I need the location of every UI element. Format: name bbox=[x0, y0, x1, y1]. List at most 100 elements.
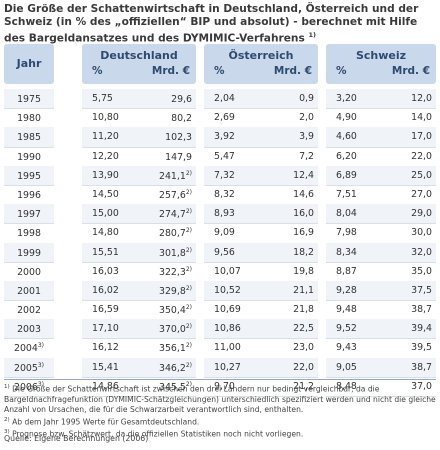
cell-at-mrd: 16,0 bbox=[293, 208, 314, 220]
cell-at-mrd: 3,9 bbox=[299, 131, 314, 143]
cell-year: 1990 bbox=[17, 151, 41, 163]
cell-de-mrd: 147,9 bbox=[165, 151, 192, 163]
cell-at-mrd: 19,8 bbox=[293, 265, 314, 277]
row-bg bbox=[204, 377, 318, 397]
cell-de-pct: 10,80 bbox=[92, 112, 119, 124]
cell-ch-pct: 6,20 bbox=[336, 150, 357, 162]
table-row: 1996 14,50 257,62) 8,32 14,6 7,51 27,0 bbox=[4, 185, 436, 206]
row-bg bbox=[204, 204, 318, 225]
cell-year: 2000 bbox=[17, 266, 41, 278]
cell-de-pct: 5,75 bbox=[92, 93, 113, 104]
footnote: 2) Ab dem Jahr 1995 Werte für Gesamtdeut… bbox=[4, 415, 436, 428]
cell-ch-pct: 4,90 bbox=[336, 112, 357, 124]
cell-at-mrd: 22,0 bbox=[293, 361, 314, 373]
cell-year: 2002 bbox=[17, 305, 41, 317]
cell-ch-pct: 4,60 bbox=[336, 131, 357, 143]
cell-at-mrd: 21,1 bbox=[293, 284, 314, 296]
header-schweiz-pct: % bbox=[336, 65, 347, 77]
cell-at-mrd: 21,8 bbox=[293, 304, 314, 316]
cell-at-mrd: 22,5 bbox=[293, 323, 314, 335]
header-schweiz-mrd: Mrd. € bbox=[391, 65, 430, 77]
row-bg bbox=[204, 127, 318, 148]
cell-de-pct: 17,10 bbox=[92, 323, 119, 335]
table-row: 2001 16,02 329,82) 10,52 21,1 9,28 37,5 bbox=[4, 280, 436, 302]
cell-year: 1995 bbox=[17, 170, 41, 182]
cell-at-mrd: 16,9 bbox=[293, 227, 314, 239]
de-footnote: 2) bbox=[185, 169, 192, 177]
row-bg bbox=[4, 280, 54, 302]
cell-at-mrd: 12,4 bbox=[293, 169, 314, 181]
cell-ch-mrd: 37,0 bbox=[411, 380, 432, 392]
row-bg bbox=[204, 165, 318, 186]
cell-at-pct: 10,07 bbox=[214, 265, 241, 277]
table-row: 20043) 16,12 356,12) 11,00 23,0 9,43 39,5 bbox=[4, 338, 436, 359]
cell-de-pct: 15,41 bbox=[92, 361, 119, 373]
row-bg bbox=[326, 377, 436, 397]
de-footnote: 2) bbox=[185, 246, 192, 254]
de-footnote: 2) bbox=[185, 342, 192, 350]
row-bg bbox=[82, 89, 196, 110]
row-bg bbox=[82, 127, 196, 148]
cell-ch-pct: 8,04 bbox=[336, 208, 357, 220]
cell-at-pct: 2,04 bbox=[214, 93, 235, 104]
footnote: 1) Die Größe der Schattenwirtschaft ist … bbox=[4, 382, 436, 415]
header-oesterreich: Österreich % Mrd. € bbox=[204, 44, 318, 84]
cell-ch-pct: 8,87 bbox=[336, 265, 357, 277]
footnote-mark: 2) bbox=[4, 416, 10, 423]
table-row: 1999 15,51 301,82) 9,56 18,2 8,34 32,0 bbox=[4, 242, 436, 263]
table-row: 20063) 14,86 345,52) 9,70 21,2 8,48 37,0 bbox=[4, 377, 436, 397]
cell-ch-pct: 9,43 bbox=[336, 342, 357, 354]
cell-de-mrd: 274,72) bbox=[158, 208, 192, 221]
table-row: 1985 11,20 102,3 3,92 3,9 4,60 17,0 bbox=[4, 127, 436, 148]
cell-ch-mrd: 37,5 bbox=[411, 284, 432, 296]
cell-ch-pct: 7,98 bbox=[336, 227, 357, 239]
cell-at-pct: 9,56 bbox=[214, 246, 235, 258]
table-row: 2003 17,10 370,02) 10,86 22,5 9,52 39,4 bbox=[4, 319, 436, 340]
row-bg bbox=[4, 127, 54, 148]
cell-at-pct: 10,69 bbox=[214, 304, 241, 316]
footnote-text: Die Größe der Schattenwirtschaft ist zwi… bbox=[4, 384, 436, 414]
cell-de-mrd: 350,42) bbox=[158, 304, 192, 317]
cell-ch-mrd: 35,0 bbox=[411, 265, 432, 277]
row-bg bbox=[326, 89, 436, 110]
cell-ch-pct: 6,89 bbox=[336, 169, 357, 181]
cell-year: 20053) bbox=[13, 361, 45, 374]
cell-at-pct: 10,86 bbox=[214, 323, 241, 335]
table-row: 20053) 15,41 346,22) 10,27 22,0 9,05 38,7 bbox=[4, 357, 436, 378]
header-oesterreich-pct: % bbox=[214, 65, 225, 77]
cell-de-pct: 16,59 bbox=[92, 304, 119, 316]
cell-ch-pct: 8,48 bbox=[336, 380, 357, 392]
row-bg bbox=[82, 377, 196, 397]
row-bg bbox=[82, 204, 196, 225]
cell-at-pct: 8,93 bbox=[214, 208, 235, 220]
row-bg bbox=[326, 127, 436, 148]
cell-ch-mrd: 22,0 bbox=[411, 150, 432, 162]
cell-de-mrd: 241,12) bbox=[158, 169, 192, 182]
de-footnote: 2) bbox=[185, 188, 192, 196]
cell-de-pct: 16,03 bbox=[92, 265, 119, 277]
cell-ch-mrd: 12,0 bbox=[411, 93, 432, 104]
cell-de-mrd: 80,2 bbox=[171, 113, 192, 125]
cell-at-mrd: 0,9 bbox=[299, 93, 314, 104]
cell-de-pct: 16,12 bbox=[92, 342, 119, 354]
row-bg bbox=[326, 242, 436, 263]
table-row: 1975 5,75 29,6 2,04 0,9 3,20 12,0 bbox=[4, 89, 436, 110]
cell-de-pct: 14,80 bbox=[92, 227, 119, 239]
cell-ch-mrd: 29,0 bbox=[411, 208, 432, 220]
data-table: Jahr Deutschland % Mrd. € Österreich % M… bbox=[4, 44, 436, 397]
cell-year: 2001 bbox=[17, 286, 41, 297]
row-bg bbox=[82, 165, 196, 186]
cell-ch-pct: 9,52 bbox=[336, 323, 357, 335]
row-bg bbox=[82, 280, 196, 302]
cell-ch-mrd: 27,0 bbox=[411, 188, 432, 200]
table-row: 2000 16,03 322,32) 10,07 19,8 8,87 35,0 bbox=[4, 262, 436, 282]
row-bg bbox=[204, 280, 318, 302]
row-bg bbox=[4, 242, 54, 263]
cell-de-mrd: 345,52) bbox=[158, 380, 192, 393]
cell-ch-mrd: 17,0 bbox=[411, 131, 432, 143]
cell-year: 1998 bbox=[17, 228, 41, 240]
cell-ch-pct: 9,05 bbox=[336, 361, 357, 373]
cell-at-mrd: 7,2 bbox=[299, 150, 314, 162]
footnote-text: Ab dem Jahr 1995 Werte für Gesamtdeutsch… bbox=[12, 417, 200, 427]
